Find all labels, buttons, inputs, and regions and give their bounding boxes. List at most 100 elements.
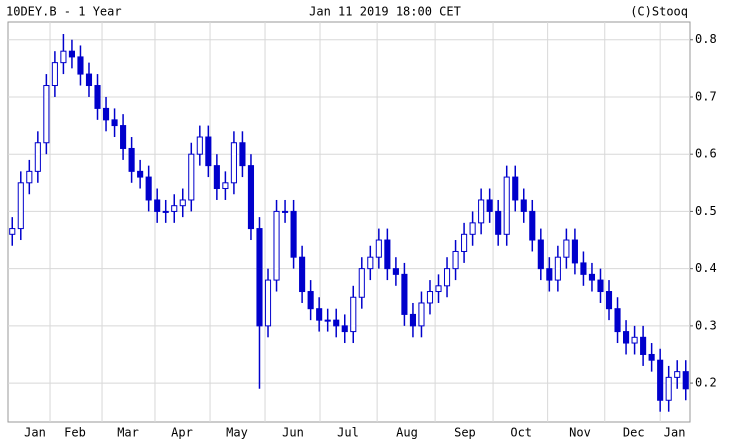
x-tick-label: Dec bbox=[623, 426, 645, 440]
x-tick-label: Oct bbox=[510, 426, 532, 440]
candle-body bbox=[512, 176, 519, 201]
candle-body bbox=[137, 170, 144, 178]
chart-source: (C)Stooq bbox=[630, 5, 688, 19]
candle-body bbox=[495, 210, 502, 235]
candle-body bbox=[68, 50, 75, 58]
candle-body bbox=[401, 273, 408, 315]
candle-body bbox=[640, 336, 647, 355]
candle-body bbox=[657, 359, 664, 401]
candle-body bbox=[461, 233, 468, 252]
candle-body bbox=[111, 119, 118, 127]
candle-body bbox=[588, 273, 596, 281]
y-tick-label: 0.6 bbox=[695, 147, 717, 161]
candle-body bbox=[222, 182, 229, 190]
candle-body bbox=[341, 325, 348, 333]
candle-body bbox=[324, 319, 331, 322]
candle-body bbox=[571, 239, 578, 264]
plot-frame bbox=[7, 21, 691, 423]
candle-body bbox=[435, 285, 442, 293]
y-tick-label: 0.2 bbox=[695, 376, 717, 390]
candle-body bbox=[188, 153, 195, 201]
candle-body bbox=[77, 56, 84, 75]
y-tick-label: 0.4 bbox=[695, 261, 717, 275]
chart-subtitle: Jan 11 2019 18:00 CET bbox=[309, 5, 461, 19]
x-tick-label: Sep bbox=[454, 426, 476, 440]
x-tick-label: Feb bbox=[64, 426, 86, 440]
candle-body bbox=[299, 256, 306, 293]
x-tick-label: Jul bbox=[337, 426, 359, 440]
candle-body bbox=[256, 228, 263, 327]
candle-body bbox=[171, 205, 178, 212]
candle-body bbox=[418, 302, 425, 327]
candle-body bbox=[367, 256, 374, 270]
candle-body bbox=[384, 239, 391, 270]
x-tick-label: Aug bbox=[396, 426, 418, 440]
candle-body bbox=[469, 222, 476, 235]
candle-body bbox=[307, 291, 314, 310]
chart-title: 10DEY.B - 1 Year bbox=[6, 5, 122, 19]
candle-body bbox=[452, 250, 459, 270]
candle-body bbox=[614, 308, 621, 333]
y-tick-label: 0.8 bbox=[695, 32, 717, 46]
candle-body bbox=[605, 291, 613, 310]
candle-body bbox=[563, 239, 570, 258]
candle-body bbox=[503, 176, 510, 235]
y-tick-label: 0.5 bbox=[695, 204, 717, 218]
candle-body bbox=[358, 268, 365, 298]
candle-body bbox=[290, 210, 297, 258]
candle-body bbox=[443, 268, 451, 287]
candle-body bbox=[128, 147, 135, 172]
candle-body bbox=[665, 376, 672, 401]
x-tick-label: Jun bbox=[282, 426, 304, 440]
candle-body bbox=[273, 210, 280, 281]
candle-body bbox=[375, 239, 382, 258]
candle-body bbox=[230, 142, 237, 184]
candle-body bbox=[282, 210, 289, 213]
candle-body bbox=[486, 199, 493, 212]
candle-body bbox=[316, 308, 323, 321]
candle-body bbox=[17, 182, 24, 230]
candle-body bbox=[546, 268, 553, 281]
x-tick-label: Jan bbox=[24, 426, 46, 440]
candle-body bbox=[34, 142, 41, 172]
candle-body bbox=[85, 73, 93, 87]
candle-body bbox=[60, 50, 67, 64]
candle-body bbox=[554, 256, 561, 281]
candle-body bbox=[597, 279, 604, 293]
candle-body bbox=[537, 239, 544, 270]
x-tick-label: Mar bbox=[117, 426, 139, 440]
candle-body bbox=[264, 279, 272, 327]
candle-body bbox=[102, 107, 110, 121]
candle-body bbox=[179, 199, 186, 207]
candle-body bbox=[426, 291, 434, 304]
candle-body bbox=[9, 228, 16, 235]
candle-body bbox=[120, 125, 127, 149]
candle-body bbox=[520, 199, 527, 212]
candle-body bbox=[623, 331, 630, 344]
candle-body bbox=[631, 336, 638, 344]
y-tick-label: 0.3 bbox=[695, 318, 717, 332]
candle-body bbox=[43, 85, 50, 144]
candle-body bbox=[409, 313, 416, 327]
candle-body bbox=[162, 210, 169, 213]
candle-body bbox=[350, 296, 357, 333]
candle-body bbox=[682, 371, 689, 390]
candle-body bbox=[205, 136, 212, 167]
candle-body bbox=[154, 199, 161, 212]
candle-body bbox=[529, 210, 536, 241]
y-tick-label: 0.7 bbox=[695, 89, 717, 103]
candle-body bbox=[648, 353, 655, 361]
candle-body bbox=[26, 170, 33, 184]
candle-body bbox=[213, 165, 220, 190]
candle-body bbox=[580, 262, 587, 275]
candle-body bbox=[333, 319, 340, 327]
x-tick-label: Jan bbox=[664, 426, 686, 440]
candle-body bbox=[145, 176, 152, 201]
x-tick-label: Apr bbox=[171, 426, 193, 440]
candle-body bbox=[51, 62, 58, 87]
x-tick-label: May bbox=[226, 426, 248, 440]
x-tick-label: Nov bbox=[569, 426, 591, 440]
candle-body bbox=[94, 85, 101, 109]
candle-body bbox=[392, 268, 399, 275]
